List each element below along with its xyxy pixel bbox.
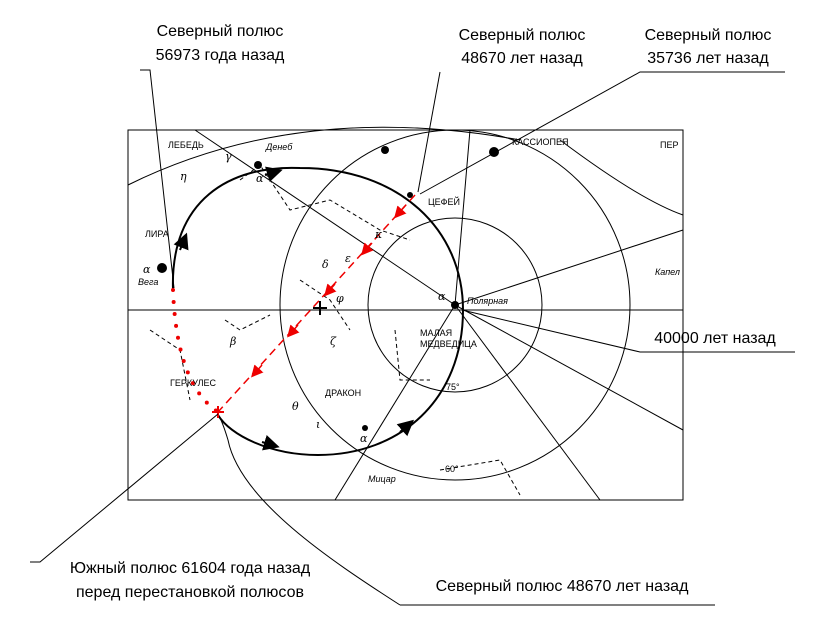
meridian: [334, 304, 456, 501]
greek-label: α: [360, 432, 368, 445]
callout: 56973 года назад: [156, 47, 285, 64]
greek-label: α: [438, 290, 446, 303]
greek-label: δ: [322, 258, 329, 271]
greek-label: ζ: [330, 335, 337, 348]
callout: Южный полюс 61604 года назад: [70, 560, 311, 577]
greek-label: κ: [374, 228, 383, 241]
star: [407, 192, 413, 198]
greek-label: β: [229, 335, 236, 348]
leader-line: [219, 417, 715, 606]
star-label: Капел: [655, 267, 680, 277]
arrow: [324, 283, 337, 297]
arrow: [361, 242, 374, 256]
constellation-label: МЕДВЕДИЦА: [420, 339, 477, 349]
meridian: [454, 304, 601, 501]
pole-mark: [313, 301, 327, 315]
leaders: [30, 69, 795, 606]
arrow: [396, 419, 415, 437]
arrow: [251, 364, 264, 378]
meridian: [454, 304, 684, 431]
constellation-lines: [149, 164, 521, 496]
constellation-label: ЦЕФЕЙ: [428, 196, 460, 207]
greek-label: α: [143, 263, 151, 276]
callout: Северный полюс 48670 лет назад: [436, 578, 689, 595]
star-label: Полярная: [467, 296, 508, 306]
meridian: [454, 129, 471, 306]
greek-label: ε: [345, 252, 351, 265]
leader-line: [30, 413, 219, 563]
greek-label: φ: [336, 292, 344, 305]
star-label: Мицар: [368, 474, 396, 484]
pole-path: [217, 194, 416, 413]
greek-label: η: [180, 170, 187, 183]
greek-label: θ: [292, 400, 299, 413]
leader-line: [417, 71, 441, 193]
callout: Северный полюс: [157, 23, 284, 40]
meridian: [194, 129, 456, 306]
callout: Северный полюс: [459, 27, 586, 44]
greek-label: γ: [225, 150, 232, 163]
constellation-label: МАЛАЯ: [420, 328, 452, 338]
star: [489, 147, 499, 157]
star: [362, 425, 368, 431]
leader-line: [140, 69, 175, 289]
callout: перед перестановкой полюсов: [76, 584, 304, 601]
dotted-path: [171, 288, 220, 414]
leader-line: [461, 309, 795, 353]
constellation-label: ЛЕБЕДЬ: [168, 140, 204, 150]
degree-label: 60°: [445, 464, 459, 474]
arrow: [264, 166, 283, 182]
degree-label: 75°: [446, 382, 460, 392]
constellation-label: ЛИРА: [145, 229, 169, 239]
star: [254, 161, 262, 169]
circle-75: [367, 217, 543, 393]
greek-label: ι: [316, 418, 320, 431]
meridian: [454, 229, 684, 306]
star-label: Денеб: [265, 142, 293, 152]
arrow: [261, 435, 280, 451]
arrow: [394, 205, 407, 219]
constellation-label: КАССИОПЕЯ: [512, 137, 569, 147]
callouts: Северный полюс 56973 года назад Северный…: [70, 23, 777, 601]
star-label: Вега: [138, 277, 158, 287]
constellation-label: ГЕРКУЛЕС: [170, 378, 217, 388]
precession-circle: [171, 166, 465, 457]
constellation-label: ПЕР: [660, 140, 678, 150]
circle-60: [279, 129, 631, 481]
arrow: [287, 324, 300, 338]
star-map: ЛЕБЕДЬ Денеб ЛИРА Вега КАССИОПЕЯ ПЕР ЦЕФ…: [127, 126, 684, 501]
constellation-label: ДРАКОН: [325, 388, 361, 398]
star: [451, 301, 459, 309]
star: [381, 146, 389, 154]
callout: 40000 лет назад: [654, 330, 776, 347]
greek-label: α: [256, 172, 264, 185]
arrow: [173, 232, 189, 251]
south-pole-mark: [212, 406, 224, 418]
callout: 48670 лет назад: [461, 50, 583, 67]
callout: Северный полюс: [645, 27, 772, 44]
map-frame: [127, 129, 684, 501]
leader-line: [419, 71, 785, 195]
star: [157, 263, 167, 273]
callout: 35736 лет назад: [647, 50, 769, 67]
arc: [127, 126, 684, 216]
